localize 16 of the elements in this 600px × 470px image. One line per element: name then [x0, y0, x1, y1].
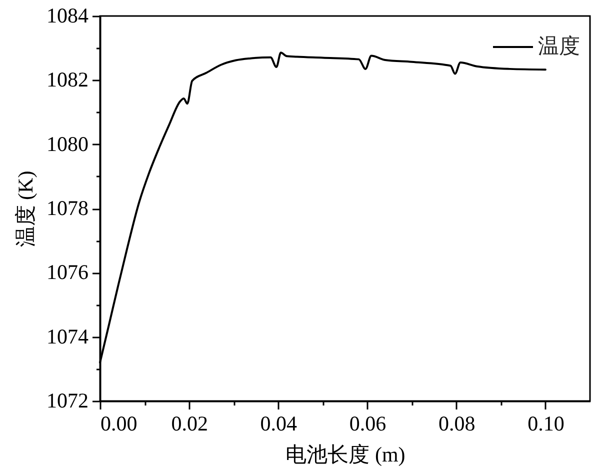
- x-axis-title: 电池长度 (m): [286, 442, 406, 466]
- x-tick-label: 0.10: [528, 412, 564, 436]
- y-axis-title: 温度 (K): [14, 170, 38, 248]
- y-tick-label: 1078: [46, 196, 88, 220]
- y-tick-label: 1082: [46, 68, 88, 92]
- x-tick-label: 0.00: [100, 412, 138, 436]
- y-tick-label: 1076: [46, 260, 88, 284]
- y-tick-label: 1072: [46, 388, 88, 412]
- y-tick-label: 1084: [46, 4, 89, 28]
- y-tick-label: 1074: [46, 324, 89, 348]
- x-tick-label: 0.04: [260, 412, 298, 436]
- legend-label: 温度: [538, 34, 580, 58]
- y-tick-label: 1080: [46, 132, 88, 156]
- x-tick-label: 0.02: [171, 412, 208, 436]
- x-tick-label: 0.06: [349, 412, 386, 436]
- x-tick-label: 0.08: [438, 412, 476, 436]
